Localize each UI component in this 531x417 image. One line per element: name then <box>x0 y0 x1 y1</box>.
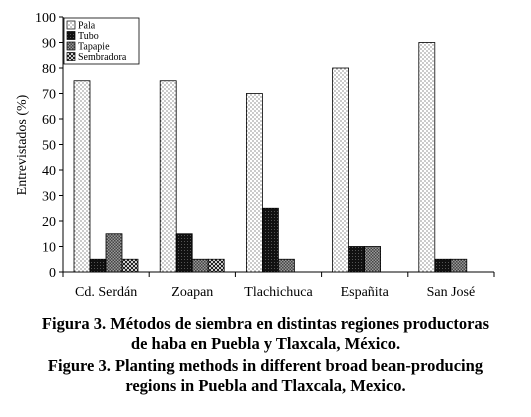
bar-pala-zoapan <box>159 80 177 273</box>
legend-label-pala: Pala <box>78 21 96 32</box>
x-tick-label-espanita: Españita <box>341 285 390 300</box>
bar-tubo-san-jose <box>434 258 452 273</box>
y-tick-label: 30 <box>42 190 56 205</box>
x-tick-label-cd-serdan: Cd. Serdán <box>75 285 137 300</box>
caption-english: Figure 3. Planting methods in different … <box>0 356 531 396</box>
bar-sembradora-zoapan <box>207 258 225 273</box>
bar-tubo-tlachichuca <box>261 207 279 273</box>
y-tick-label: 50 <box>42 139 56 154</box>
y-tick-label: 60 <box>42 113 56 128</box>
legend-label-tapapie: Tapapie <box>78 42 110 53</box>
legend-swatch-tapapie <box>66 41 76 51</box>
x-tick-label-zoapan: Zoapan <box>171 285 213 300</box>
caption-en-line1: Figure 3. Planting methods in different … <box>47 356 484 375</box>
legend-label-sembradora: Sembradora <box>78 52 127 63</box>
caption-spanish: Figura 3. Métodos de siembra en distinta… <box>0 314 531 354</box>
caption-es-line2: de haba en Puebla y Tlaxcala, México. <box>130 334 401 353</box>
bar-tapapie-cd-serdan <box>105 233 123 273</box>
y-tick-label: 40 <box>42 164 56 179</box>
bar-sembradora-cd-serdan <box>121 258 139 273</box>
bar-tapapie-san-jose <box>450 258 468 273</box>
bar-tubo-cd-serdan <box>89 258 107 273</box>
bars <box>73 42 468 273</box>
y-tick-label: 20 <box>42 215 56 230</box>
bar-tapapie-espanita <box>364 246 382 273</box>
bar-tapapie-tlachichuca <box>277 258 295 273</box>
y-axis-title: Entrevistados (%) <box>15 94 30 195</box>
bar-pala-tlachichuca <box>245 93 263 273</box>
legend-swatch-sembradora <box>66 52 76 61</box>
y-tick-label: 10 <box>42 241 56 256</box>
y-tick-label: 0 <box>49 266 56 281</box>
legend-swatch-pala <box>66 20 76 30</box>
bar-chart: 0 10 20 30 40 50 60 70 80 90 100 Cd. Serdán Zoapan Tl… <box>15 11 495 300</box>
bar-tubo-espanita <box>348 246 366 273</box>
bar-pala-san-jose <box>418 42 436 273</box>
y-tick-label: 90 <box>42 37 56 52</box>
x-tick-label-san-jose: San José <box>427 285 476 300</box>
y-tick-label: 80 <box>42 62 56 77</box>
bar-pala-espanita <box>332 67 350 273</box>
x-tick-label-tlachichuca: Tlachichuca <box>244 285 313 300</box>
legend-label-tubo: Tubo <box>78 31 99 42</box>
legend-box <box>63 17 140 65</box>
y-tick-label: 70 <box>42 88 56 103</box>
bar-pala-cd-serdan <box>73 80 91 273</box>
y-tick-label: 100 <box>35 11 56 26</box>
caption-en-line2: regions in Puebla and Tlaxcala, Mexico. <box>125 376 406 395</box>
tick-labels: 0 10 20 30 40 50 60 70 80 90 100 Cd. Serdán Zoapan Tl… <box>35 11 475 300</box>
bar-tapapie-zoapan <box>191 258 209 273</box>
caption-es-line1: Figura 3. Métodos de siembra en distinta… <box>41 314 490 333</box>
legend-swatch-tubo <box>66 31 76 40</box>
bar-tubo-zoapan <box>175 233 193 273</box>
